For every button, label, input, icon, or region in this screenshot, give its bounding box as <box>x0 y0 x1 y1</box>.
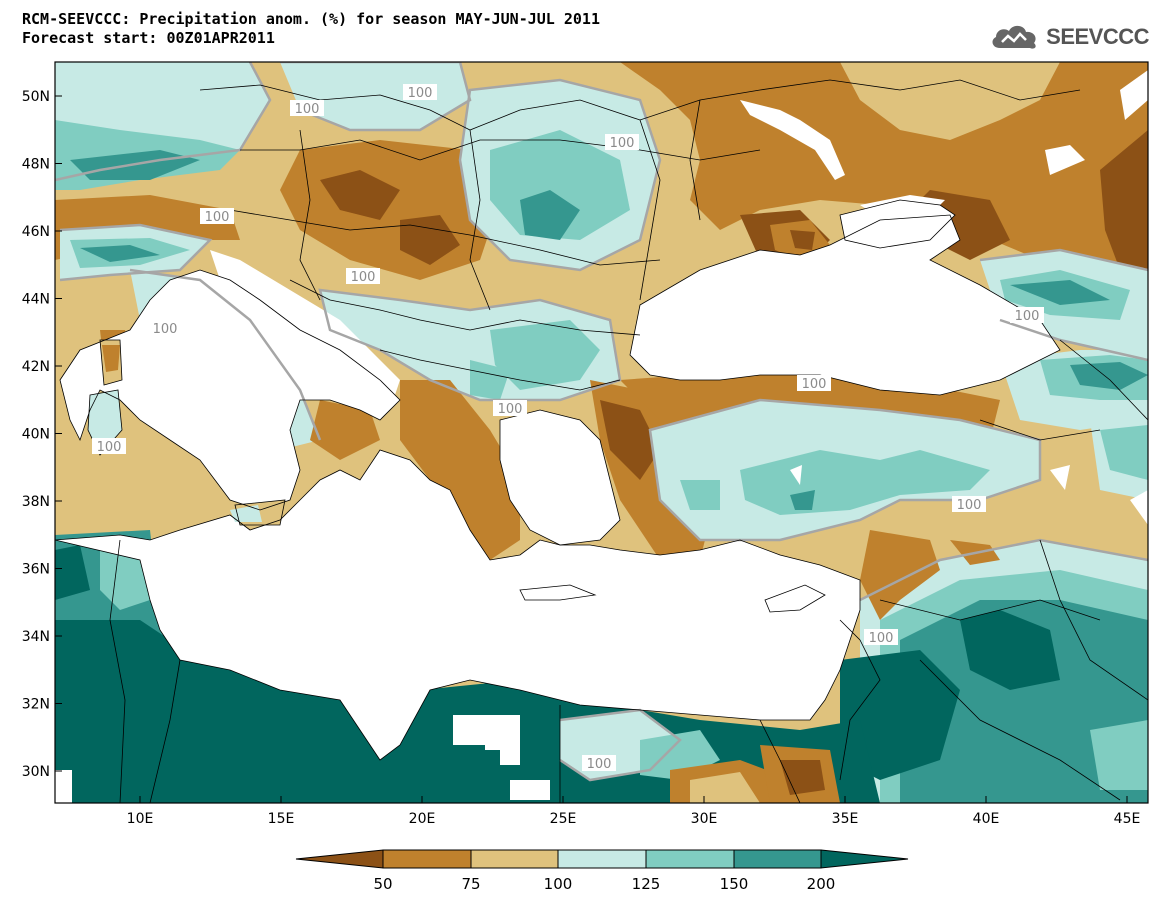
lon-tick-label: 15E <box>268 811 295 827</box>
coastlines-borders <box>55 79 1148 803</box>
lon-tick-label: 40E <box>973 811 1000 827</box>
lat-tick-label: 44N <box>22 292 50 308</box>
colorbar-label: 100 <box>544 875 573 893</box>
lat-tick-label: 34N <box>22 629 50 645</box>
lat-tick-label: 50N <box>22 89 50 105</box>
cloud-icon <box>992 25 1036 49</box>
lon-tick-label: 30E <box>691 811 718 827</box>
anomaly-field <box>55 62 1148 803</box>
lat-tick-label: 38N <box>22 494 50 510</box>
colorbar-swatch-100-125 <box>557 849 647 869</box>
lat-tick-label: 42N <box>22 359 50 375</box>
colorbar-swatch-125-150 <box>645 849 735 869</box>
latitude-axis: 50N 48N 46N 44N 42N 40N 38N 36N 34N 32N 30N <box>22 89 62 780</box>
colorbar-swatch-lt50 <box>295 849 384 869</box>
lat-tick-label: 36N <box>22 562 50 578</box>
title-line-1: RCM-SEEVCCC: Precipitation anom. (%) for… <box>22 10 600 28</box>
contour-label: 100 <box>802 377 827 392</box>
lat-tick-label: 32N <box>22 697 50 713</box>
contour-label: 100 <box>97 440 122 455</box>
contour-label: 100 <box>869 631 894 646</box>
lat-tick-label: 46N <box>22 224 50 240</box>
colorbar: 50 75 100 125 150 200 <box>295 849 909 893</box>
contour-label: 100 <box>498 402 523 417</box>
contour-label: 100 <box>957 498 982 513</box>
colorbar-label: 125 <box>632 875 661 893</box>
contour-label: 100 <box>587 757 612 772</box>
map-title: RCM-SEEVCCC: Precipitation anom. (%) for… <box>22 10 600 48</box>
lat-tick-label: 30N <box>22 764 50 780</box>
map-frame <box>54 61 1149 804</box>
lon-tick-label: 20E <box>409 811 436 827</box>
colorbar-label: 150 <box>720 875 749 893</box>
lon-tick-label: 10E <box>127 811 154 827</box>
contour-label: 100 <box>610 136 635 151</box>
colorbar-label: 75 <box>461 875 480 893</box>
contour-label: 100 <box>408 86 433 101</box>
colorbar-swatch-50-75 <box>382 849 472 869</box>
lon-tick-label: 35E <box>832 811 859 827</box>
contour-label: 100 <box>1015 309 1040 324</box>
lat-tick-label: 40N <box>22 427 50 443</box>
logo-text: SEEVCCC <box>1046 24 1149 49</box>
contour-label: 100 <box>205 210 230 225</box>
contour-100-lines <box>55 62 1148 782</box>
lon-tick-label: 25E <box>550 811 577 827</box>
lat-tick-label: 48N <box>22 157 50 173</box>
seevccc-logo: SEEVCCC <box>988 20 1149 54</box>
contour-label: 100 <box>351 270 376 285</box>
title-line-2: Forecast start: 00Z01APR2011 <box>22 29 275 47</box>
colorbar-swatch-150-200 <box>733 849 822 869</box>
lon-tick-label: 45E <box>1114 811 1141 827</box>
colorbar-swatch-gt200 <box>820 849 909 869</box>
colorbar-label: 200 <box>807 875 836 893</box>
contour-label: 100 <box>295 102 320 117</box>
longitude-axis: 10E 15E 20E 25E 30E 35E 40E 45E <box>127 796 1141 827</box>
contour-labels: 100 100 100 100 100 100 100 100 100 100 … <box>92 84 1044 772</box>
contour-label: 100 <box>153 322 178 337</box>
colorbar-swatch-75-100 <box>470 849 559 869</box>
colorbar-label: 50 <box>373 875 392 893</box>
